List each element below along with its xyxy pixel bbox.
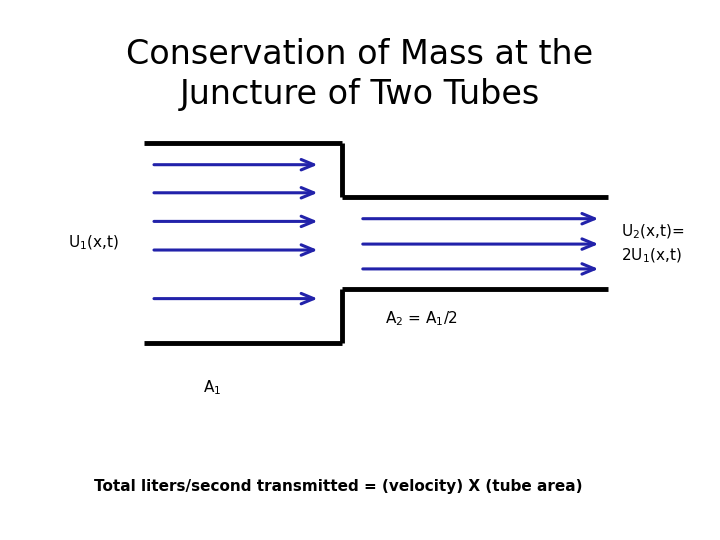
Text: A$_1$: A$_1$ [203,378,222,397]
Text: U$_1$(x,t): U$_1$(x,t) [68,234,120,252]
Text: A$_2$ = A$_1$/2: A$_2$ = A$_1$/2 [385,309,458,328]
Text: Conservation of Mass at the: Conservation of Mass at the [127,38,593,71]
Text: Total liters/second transmitted = (velocity) X (tube area): Total liters/second transmitted = (veloc… [94,478,582,494]
Text: U$_2$(x,t)=
2U$_1$(x,t): U$_2$(x,t)= 2U$_1$(x,t) [621,223,684,265]
Text: Juncture of Two Tubes: Juncture of Two Tubes [180,78,540,111]
